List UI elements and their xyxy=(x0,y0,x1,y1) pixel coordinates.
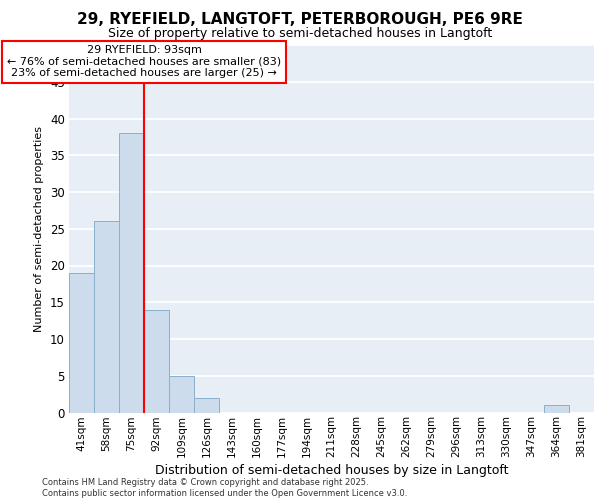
Bar xyxy=(69,273,94,412)
Bar xyxy=(119,133,144,412)
Text: Contains HM Land Registry data © Crown copyright and database right 2025.
Contai: Contains HM Land Registry data © Crown c… xyxy=(42,478,407,498)
Bar xyxy=(194,398,219,412)
Text: 29 RYEFIELD: 93sqm
← 76% of semi-detached houses are smaller (83)
23% of semi-de: 29 RYEFIELD: 93sqm ← 76% of semi-detache… xyxy=(7,45,281,78)
Bar xyxy=(144,310,169,412)
Bar xyxy=(544,405,569,412)
Y-axis label: Number of semi-detached properties: Number of semi-detached properties xyxy=(34,126,44,332)
Text: 29, RYEFIELD, LANGTOFT, PETERBOROUGH, PE6 9RE: 29, RYEFIELD, LANGTOFT, PETERBOROUGH, PE… xyxy=(77,12,523,28)
Text: Size of property relative to semi-detached houses in Langtoft: Size of property relative to semi-detach… xyxy=(108,28,492,40)
Bar xyxy=(169,376,194,412)
X-axis label: Distribution of semi-detached houses by size in Langtoft: Distribution of semi-detached houses by … xyxy=(155,464,508,477)
Bar xyxy=(94,222,119,412)
